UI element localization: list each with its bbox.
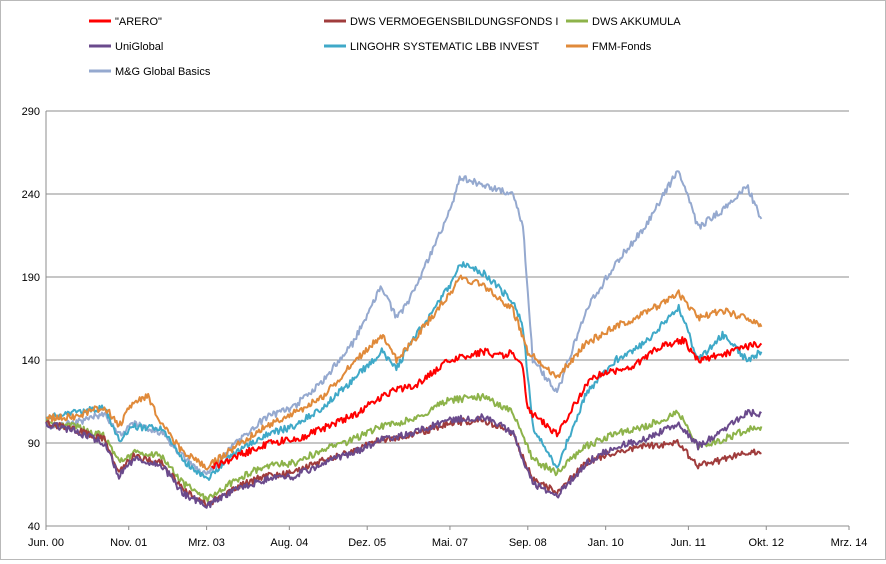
legend-label: "ARERO" xyxy=(115,16,162,28)
legend-label: LINGOHR SYSTEMATIC LBB INVEST xyxy=(350,41,540,53)
series-lines xyxy=(45,170,763,509)
y-axis-ticks: 40 90 140 190 240 290 xyxy=(22,106,40,533)
y-tick-label: 140 xyxy=(22,355,40,367)
y-tick-label: 190 xyxy=(22,272,40,284)
legend-label: M&G Global Basics xyxy=(115,66,211,78)
x-tick-label: Jun. 00 xyxy=(28,537,64,549)
series-line xyxy=(45,274,763,471)
x-tick-label: Mrz. 03 xyxy=(188,537,225,549)
legend: "ARERO" DWS VERMOEGENSBILDUNGSFONDS I DWS … xyxy=(89,16,681,78)
x-tick-label: Mai. 07 xyxy=(432,537,468,549)
series-line xyxy=(45,408,762,509)
y-tick-label: 240 xyxy=(22,189,40,201)
y-tick-label: 290 xyxy=(22,106,40,118)
x-axis-ticks: Jun. 00 Nov. 01 Mrz. 03 Aug. 04 Dez. 05 Mai. … xyxy=(28,526,867,549)
legend-label: DWS VERMOEGENSBILDUNGSFONDS I xyxy=(350,16,558,28)
x-tick-label: Sep. 08 xyxy=(509,537,547,549)
y-tick-label: 40 xyxy=(28,521,40,533)
legend-label: DWS AKKUMULA xyxy=(592,16,681,28)
legend-label: UniGlobal xyxy=(115,41,163,53)
series-line xyxy=(45,170,763,477)
x-tick-label: Dez. 05 xyxy=(348,537,386,549)
x-tick-label: Aug. 04 xyxy=(270,537,308,549)
x-tick-label: Mrz. 14 xyxy=(831,537,868,549)
x-tick-label: Nov. 01 xyxy=(110,537,147,549)
y-tick-label: 90 xyxy=(28,438,40,450)
x-tick-label: Jan. 10 xyxy=(588,537,624,549)
x-tick-label: Okt. 12 xyxy=(749,537,784,549)
series-line xyxy=(210,336,763,470)
x-tick-label: Jun. 11 xyxy=(671,537,706,549)
series-line xyxy=(45,392,763,503)
legend-label: FMM-Fonds xyxy=(592,41,652,53)
